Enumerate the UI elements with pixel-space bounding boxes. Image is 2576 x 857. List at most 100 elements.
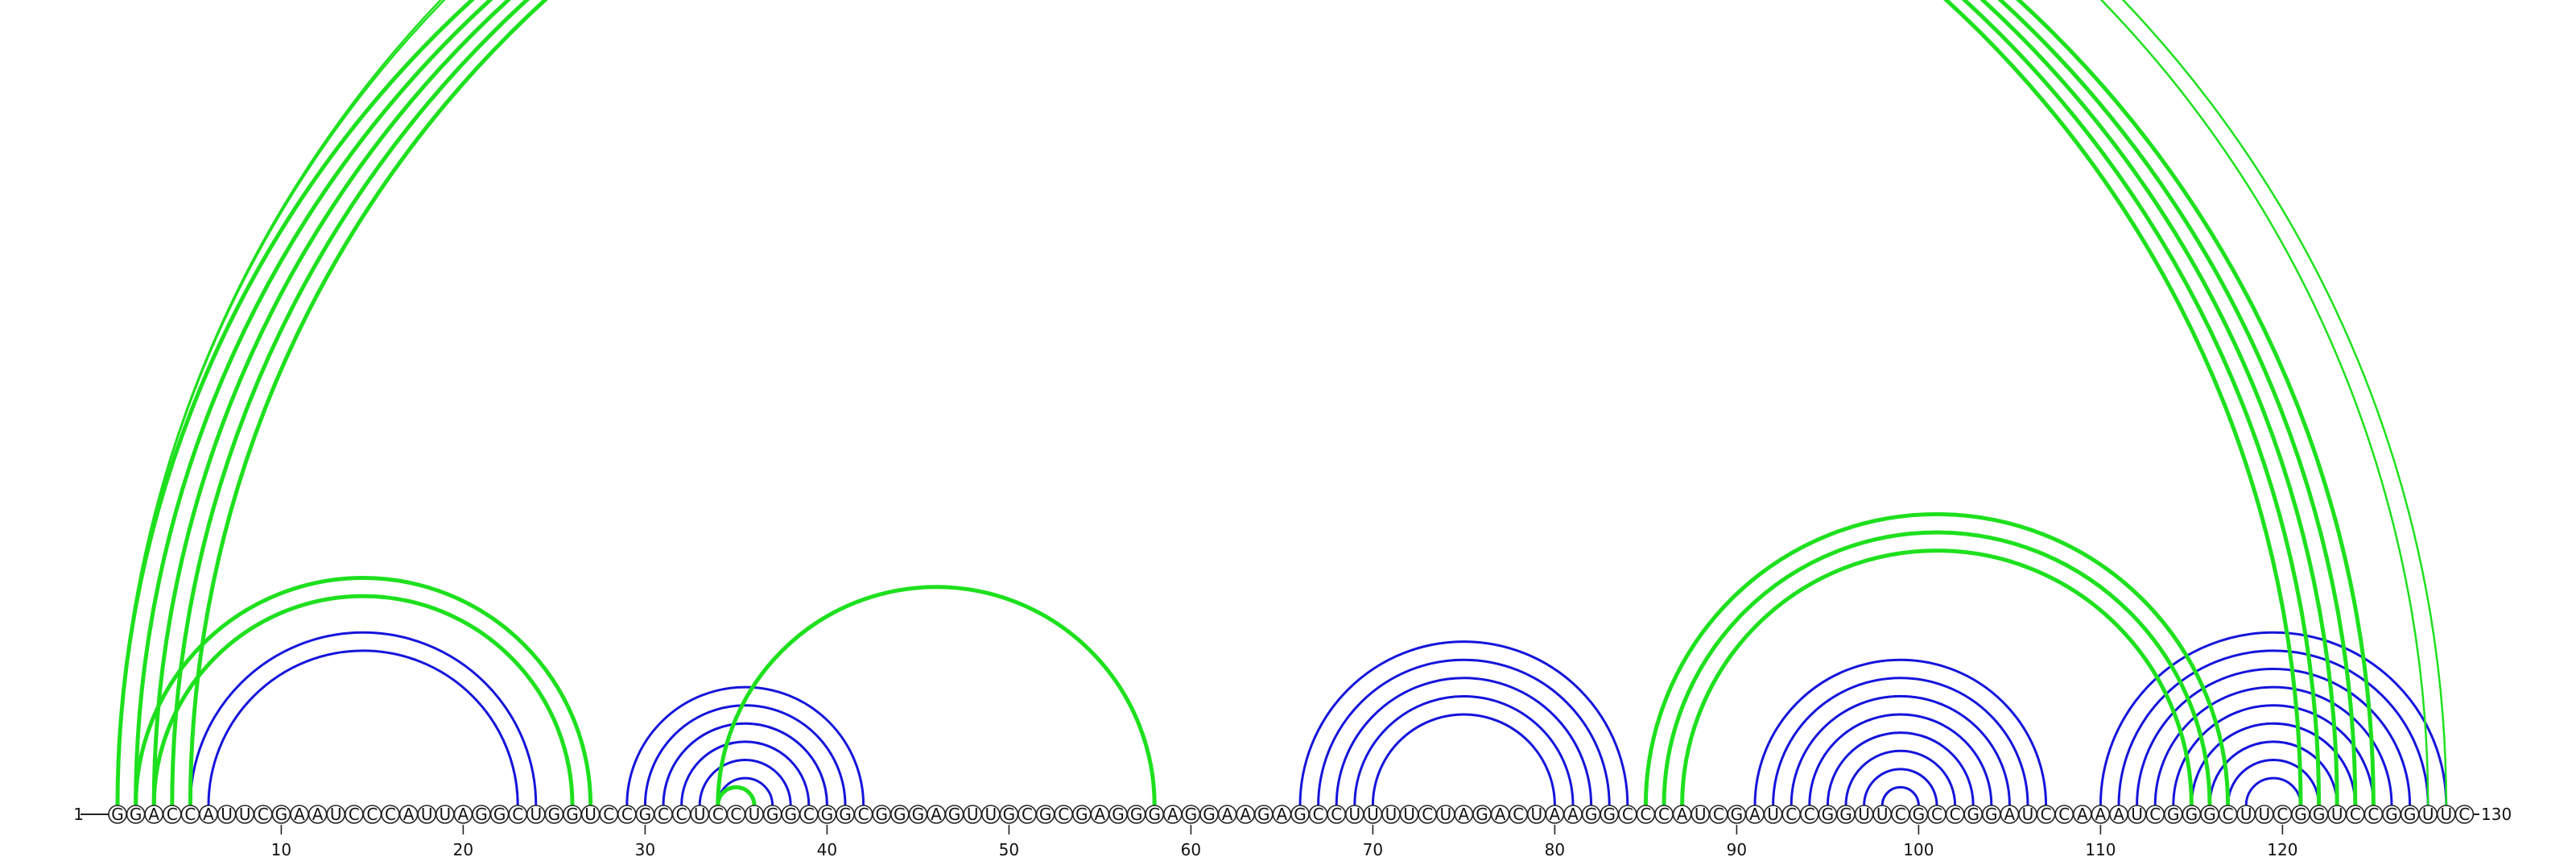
green-pair-arc bbox=[188, 0, 2376, 806]
nucleotide: A bbox=[2073, 805, 2092, 824]
blue-pair-arc bbox=[2208, 740, 2339, 806]
tick-label: 50 bbox=[999, 840, 1019, 857]
end-position-label: 130 bbox=[2481, 805, 2512, 824]
nucleotide-letter: C bbox=[2277, 805, 2288, 824]
nucleotide: C bbox=[654, 805, 673, 824]
nucleotide: C bbox=[726, 805, 746, 824]
nucleotide: C bbox=[1418, 805, 1437, 824]
nucleotide-letter: C bbox=[2223, 805, 2234, 824]
nucleotide-letter: G bbox=[1822, 805, 1835, 824]
nucleotide-letter: U bbox=[1367, 805, 1379, 824]
nucleotide: U bbox=[1345, 805, 1364, 824]
nucleotide: C bbox=[1018, 805, 1037, 824]
nucleotide: G bbox=[999, 805, 1019, 824]
nucleotide-letter: G bbox=[1203, 805, 1216, 824]
nucleotide: G bbox=[472, 805, 491, 824]
start-position-label: 1 bbox=[73, 805, 84, 824]
nucleotide: G bbox=[781, 805, 801, 824]
nucleotide-letter: G bbox=[2294, 805, 2307, 824]
nucleotide: U bbox=[745, 805, 764, 824]
nucleotide-letter: U bbox=[2440, 805, 2452, 824]
nucleotide-letter: C bbox=[385, 805, 396, 824]
blue-pair-arc bbox=[2172, 704, 2375, 806]
nucleotide: A bbox=[927, 805, 946, 824]
nucleotide-letter: C bbox=[858, 805, 869, 824]
nucleotide-letter: A bbox=[2004, 805, 2016, 824]
tick-label: 100 bbox=[1903, 840, 1934, 857]
nucleotide: U bbox=[963, 805, 982, 824]
nucleotide-letter: C bbox=[2149, 805, 2161, 824]
nucleotide: U bbox=[2236, 805, 2256, 824]
nucleotide: A bbox=[2000, 805, 2020, 824]
nucleotide: U bbox=[2018, 805, 2037, 824]
nucleotide: G bbox=[1254, 805, 1274, 824]
nucleotide: C bbox=[163, 805, 182, 824]
nucleotide: A bbox=[1454, 805, 1474, 824]
nucleotide-letter: U bbox=[2131, 805, 2143, 824]
nucleotide-letter: U bbox=[2422, 805, 2434, 824]
nucleotide-letter: G bbox=[2203, 805, 2216, 824]
nucleotide: C bbox=[2363, 805, 2384, 824]
nucleotide-letter: G bbox=[2167, 805, 2180, 824]
nucleotide: C bbox=[2346, 805, 2365, 824]
nucleotide-letter: A bbox=[294, 805, 305, 824]
nucleotide: U bbox=[1527, 805, 1546, 824]
nucleotide-letter: U bbox=[421, 805, 433, 824]
nucleotide-letter: C bbox=[621, 805, 633, 824]
nucleotide: G bbox=[1035, 805, 1055, 824]
nucleotide: U bbox=[326, 805, 346, 824]
blue-pair-arc bbox=[1808, 713, 1993, 806]
nucleotide: C bbox=[2036, 805, 2056, 824]
nucleotide-letter: G bbox=[1967, 805, 1979, 824]
nucleotide-letter: C bbox=[712, 805, 724, 824]
nucleotide: G bbox=[1108, 805, 1128, 824]
blue-pair-arc bbox=[2136, 668, 2412, 806]
nucleotide-letter: U bbox=[1439, 805, 1451, 824]
tick-label: 20 bbox=[453, 840, 473, 857]
tick-label: 30 bbox=[635, 840, 655, 857]
nucleotide-letter: C bbox=[1895, 805, 1906, 824]
nucleotide: G bbox=[2291, 805, 2310, 824]
nucleotide-letter: G bbox=[1148, 805, 1161, 824]
nucleotide: G bbox=[1472, 805, 1492, 824]
nucleotide: U bbox=[981, 805, 1001, 824]
nucleotide: U bbox=[526, 805, 546, 824]
blue-pair-arc bbox=[625, 685, 865, 806]
nucleotide: U bbox=[417, 805, 437, 824]
nucleotide-letter: C bbox=[603, 805, 614, 824]
nucleotide: U bbox=[2327, 805, 2347, 824]
nucleotide: A bbox=[199, 805, 218, 824]
blue-pair-arc bbox=[1880, 785, 1920, 806]
nucleotide: U bbox=[1763, 805, 1783, 824]
nucleotide-letter: C bbox=[2058, 805, 2070, 824]
nucleotide-letter: G bbox=[2186, 805, 2198, 824]
nucleotide: G bbox=[817, 805, 837, 824]
green-pair-arc bbox=[1680, 549, 2194, 806]
nucleotide: U bbox=[1399, 805, 1419, 824]
green-pair-arc bbox=[134, 576, 593, 806]
nucleotide-letter: C bbox=[258, 805, 269, 824]
nucleotide: G bbox=[1909, 805, 1929, 824]
nucleotide: G bbox=[2164, 805, 2183, 824]
nucleotide-letter: G bbox=[2404, 805, 2417, 824]
nucleotide: A bbox=[1490, 805, 1510, 824]
nucleotide-letter: A bbox=[312, 805, 324, 824]
blue-pair-arc bbox=[2099, 631, 2448, 806]
arcs-layer bbox=[115, 0, 2448, 806]
nucleotide-letter: C bbox=[1713, 805, 1724, 824]
nucleotide: A bbox=[1090, 805, 1110, 824]
blue-pair-arc bbox=[1772, 677, 2029, 806]
nucleotide-letter: C bbox=[184, 805, 196, 824]
tick-label: 60 bbox=[1181, 840, 1201, 857]
nucleotide: G bbox=[1600, 805, 1619, 824]
nucleotide-letter: G bbox=[1257, 805, 1270, 824]
nucleotide: G bbox=[1145, 805, 1164, 824]
nucleotide-letter: U bbox=[330, 805, 342, 824]
nucleotide: G bbox=[872, 805, 891, 824]
green-pair-arc bbox=[1662, 530, 2212, 806]
nucleotide-letter: U bbox=[694, 805, 706, 824]
nucleotide-letter: C bbox=[803, 805, 815, 824]
nucleotide: A bbox=[398, 805, 419, 824]
green-pair-arc bbox=[116, 0, 2448, 806]
blue-pair-arc bbox=[1371, 713, 1556, 806]
